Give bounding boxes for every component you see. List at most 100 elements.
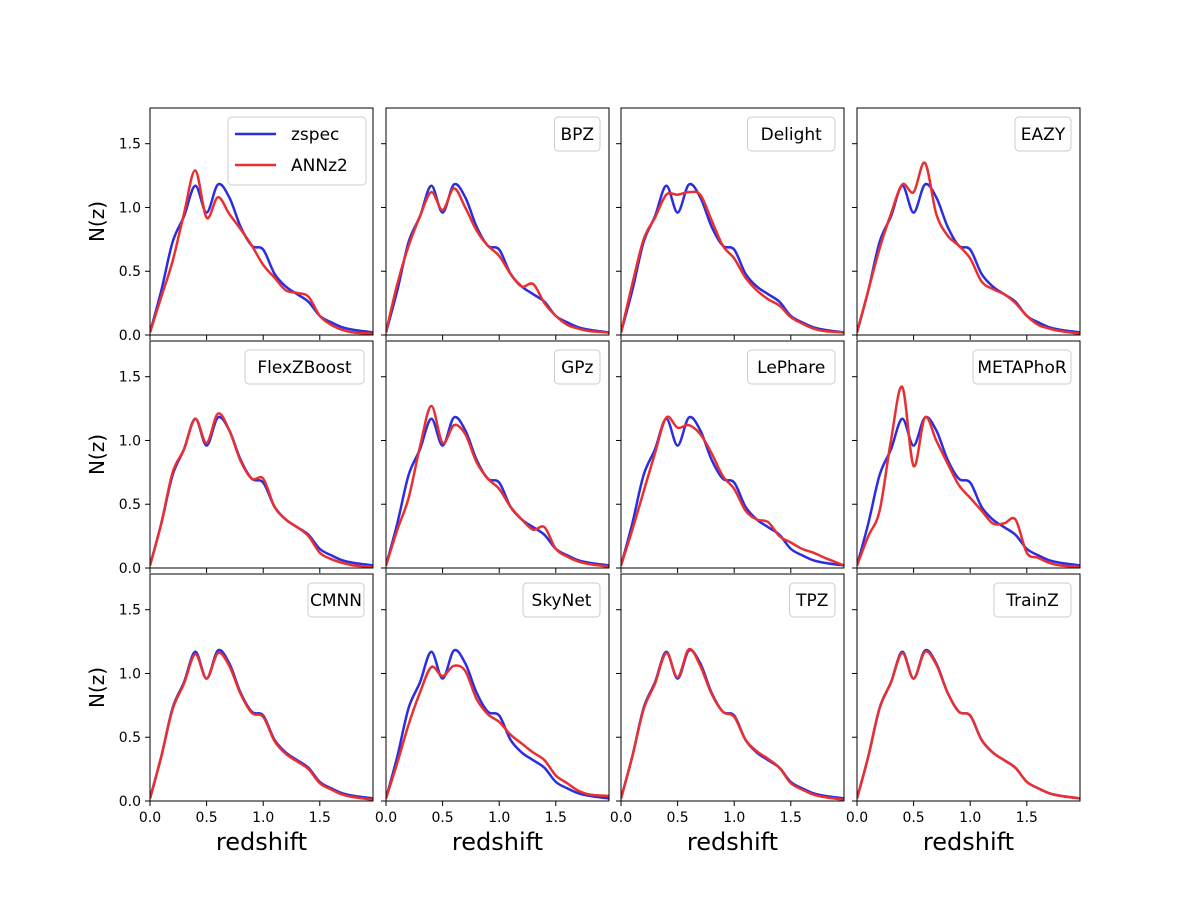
x-tick-label: 1.5 [780, 810, 802, 826]
y-tick-label: 0.0 [119, 794, 141, 810]
panel-trainz: 0.0 0.5 1.0 1.5 TrainZ redshift [846, 573, 1081, 856]
method-label-box [554, 116, 601, 152]
method-label-box [522, 582, 601, 618]
method-label-box [1014, 116, 1072, 152]
x-tick-label: 0.5 [431, 810, 453, 826]
method-line-gpz [386, 404, 609, 568]
panel-flexzboost: 0.0 0.5 1.0 1.5 FlexZBoost N(z) [85, 340, 374, 577]
panel-frame [385, 340, 610, 569]
panel-frame [620, 107, 845, 336]
x-tick-label: 1.0 [723, 810, 745, 826]
y-tick-label: 1.5 [119, 137, 141, 153]
method-label-box [747, 116, 836, 152]
x-tick-label: 1.0 [252, 810, 274, 826]
method-label-box [747, 349, 836, 385]
method-line-lephare [621, 415, 844, 567]
x-tick-label: 1.5 [1016, 810, 1038, 826]
method-label-box [244, 349, 365, 385]
x-tick-label: 0.5 [902, 810, 924, 826]
method-label: BPZ [560, 125, 594, 145]
method-line-bpz [386, 187, 609, 334]
panel-gpz: GPz [381, 340, 610, 573]
y-tick-label: 1.0 [119, 433, 141, 449]
y-tick-label: 1.0 [119, 200, 141, 216]
zspec-line [386, 415, 609, 567]
x-tick-label: 1.5 [545, 810, 567, 826]
y-axis-label: N(z) [85, 201, 109, 242]
zspec-line [857, 182, 1080, 334]
method-line-metaphor [857, 385, 1080, 568]
zspec-line [621, 648, 844, 800]
method-label: GPz [561, 358, 593, 378]
legend-label: ANNz2 [291, 156, 348, 176]
x-tick-label: 0.5 [195, 810, 217, 826]
method-line-trainz [857, 650, 1080, 800]
zspec-line [150, 648, 373, 800]
method-label-box [789, 582, 836, 618]
zspec-line [857, 415, 1080, 567]
method-label: LePhare [757, 358, 825, 378]
panel-cmnn: 0.0 0.5 1.0 1.5 0.0 0.5 1.0 1.5 CMNN N(z) redshift [85, 573, 374, 856]
legend-label: zspec [291, 125, 339, 145]
y-tick-label: 1.5 [119, 370, 141, 386]
method-label-box [972, 349, 1072, 385]
panel-frame [856, 573, 1081, 802]
panel-frame [620, 340, 845, 569]
panel-annz2: 0.0 0.5 1.0 1.5 zspec ANNz2 N(z) [85, 107, 374, 344]
zspec-line [386, 648, 609, 800]
panel-eazy: EAZY [852, 107, 1081, 340]
zspec-line [150, 415, 373, 567]
method-label: CMNN [310, 591, 362, 611]
y-tick-label: 0.5 [119, 730, 141, 746]
panel-frame [385, 573, 610, 802]
y-tick-label: 0.0 [119, 328, 141, 344]
y-tick-label: 1.0 [119, 666, 141, 682]
panel-frame [149, 107, 374, 336]
y-tick-label: 0.5 [119, 264, 141, 280]
panel-frame [149, 573, 374, 802]
method-label: METAPhoR [977, 358, 1067, 378]
method-label: EAZY [1021, 125, 1066, 145]
x-axis-label: redshift [216, 828, 307, 856]
method-label: SkyNet [532, 591, 592, 611]
x-tick-label: 1.5 [309, 810, 331, 826]
panel-tpz: 0.0 0.5 1.0 1.5 TPZ redshift [610, 573, 845, 856]
panel-delight: Delight [616, 107, 845, 340]
y-tick-label: 0.5 [119, 497, 141, 513]
method-line-annz2 [150, 169, 373, 335]
panel-skynet: 0.0 0.5 1.0 1.5 SkyNet redshift [375, 573, 610, 856]
panel-frame [856, 340, 1081, 569]
method-label: TPZ [795, 591, 828, 611]
y-axis-label: N(z) [85, 667, 109, 708]
method-line-eazy [857, 161, 1080, 335]
x-tick-label: 1.0 [488, 810, 510, 826]
method-label: FlexZBoost [257, 358, 352, 378]
x-tick-label: 0.0 [375, 810, 397, 826]
x-axis-label: redshift [687, 828, 778, 856]
panel-metaphor: METAPhoR [852, 340, 1081, 573]
method-line-tpz [621, 647, 844, 801]
panel-frame [856, 107, 1081, 336]
method-label-box [993, 582, 1072, 618]
x-axis-label: redshift [923, 828, 1014, 856]
x-tick-label: 0.0 [139, 810, 161, 826]
zspec-line [621, 415, 844, 567]
zspec-line [857, 648, 1080, 800]
method-line-flexzboost [150, 412, 373, 568]
method-label: Delight [761, 125, 823, 145]
method-line-skynet [386, 664, 609, 799]
method-label: TrainZ [1005, 591, 1058, 611]
zspec-line [150, 182, 373, 334]
x-axis-label: redshift [452, 828, 543, 856]
zspec-line [386, 182, 609, 334]
x-tick-label: 0.5 [666, 810, 688, 826]
panel-frame [385, 107, 610, 336]
panel-frame [149, 340, 374, 569]
method-line-delight [621, 190, 844, 334]
x-tick-label: 1.0 [959, 810, 981, 826]
method-label-box [554, 349, 601, 385]
panel-bpz: BPZ [381, 107, 610, 340]
panel-frame [620, 573, 845, 802]
method-label-box [307, 582, 365, 618]
